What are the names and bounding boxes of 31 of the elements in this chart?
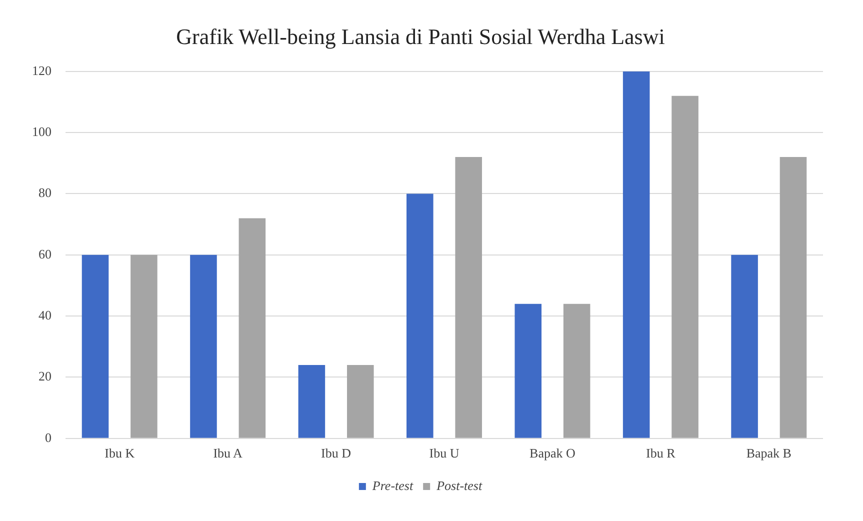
bar (298, 365, 326, 438)
x-tick-label: Ibu K (104, 446, 136, 461)
x-tick-label: Ibu R (646, 446, 676, 461)
bar (238, 218, 266, 438)
legend-label: Pre-test (371, 478, 414, 493)
y-tick-label: 0 (45, 430, 52, 445)
bar (190, 254, 217, 438)
bar (622, 71, 650, 438)
bar (672, 96, 698, 438)
bar (82, 254, 109, 438)
bar (514, 304, 542, 438)
legend-label: Post-test (436, 478, 482, 493)
chart-title: Grafik Well-being Lansia di Panti Sosial Werdha Laswi (176, 24, 665, 49)
x-tick-label: Ibu A (213, 446, 244, 461)
y-tick-label: 20 (38, 368, 52, 384)
bar (346, 365, 374, 438)
x-tick-label: Ibu U (429, 446, 460, 461)
bar (780, 157, 807, 438)
bar (455, 157, 482, 438)
bar (130, 254, 158, 438)
bar (406, 194, 434, 438)
y-tick-label: 80 (38, 185, 52, 200)
y-tick-label: 40 (38, 307, 52, 322)
y-tick-label: 120 (32, 62, 52, 78)
y-tick-label: 100 (32, 124, 52, 139)
x-tick-label: Ibu D (321, 446, 352, 461)
bar (731, 254, 758, 438)
bar (563, 304, 590, 438)
x-tick-label: Bapak B (746, 446, 792, 461)
x-tick-label: Bapak O (530, 446, 576, 461)
y-tick-label: 60 (38, 246, 52, 262)
